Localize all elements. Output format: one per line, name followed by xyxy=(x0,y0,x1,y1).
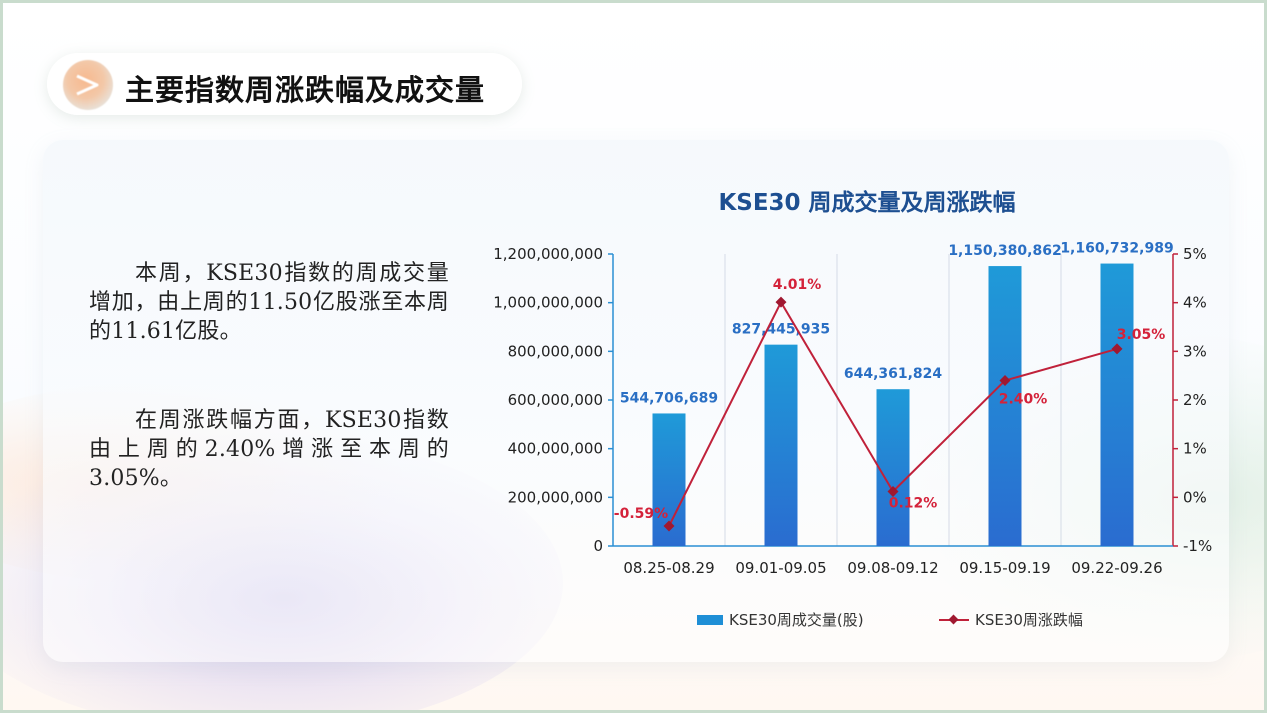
bar-data-label: 827,445,935 xyxy=(732,322,830,338)
bar xyxy=(988,266,1022,546)
legend-item-volume: KSE30周成交量(股) xyxy=(697,609,864,630)
bar-data-label: 1,160,732,989 xyxy=(1060,241,1173,257)
legend-label-change: KSE30周涨跌幅 xyxy=(975,611,1083,629)
y-right-tick-label: 3% xyxy=(1183,342,1207,360)
combo-chart: KSE30 周成交量及周涨跌幅 0 200,000,000 400,000,000 60… xyxy=(493,189,1212,577)
y-left-tick-label: 1,000,000,000 xyxy=(493,294,603,312)
y-left-tick-label: 800,000,000 xyxy=(508,342,603,360)
bar-data-label: 544,706,689 xyxy=(620,390,718,406)
title-pill xyxy=(47,53,522,115)
chart-title: KSE30 周成交量及周涨跌幅 xyxy=(718,189,1015,216)
y-left-tick-label: 400,000,000 xyxy=(508,440,603,458)
x-tick-label: 09.01-09.05 xyxy=(735,559,826,577)
y-right-tick-label: 0% xyxy=(1183,488,1207,506)
paragraph-volume: 本周，KSE30指数的周成交量增加，由上周的11.50亿股涨至本周的11.61亿… xyxy=(89,261,449,344)
line-point xyxy=(775,296,787,308)
line-point xyxy=(663,520,675,532)
line-data-label: 0.12% xyxy=(889,495,938,511)
x-tick-label: 09.08-09.12 xyxy=(847,559,938,577)
bar xyxy=(876,389,910,546)
legend-label-volume: KSE30周成交量(股) xyxy=(729,611,864,629)
page-title: 主要指数周涨跌幅及成交量 xyxy=(125,73,486,107)
y-left-tick-label: 1,200,000,000 xyxy=(493,245,603,263)
y-right-tick-label: 1% xyxy=(1183,440,1207,458)
y-right-tick-label: 2% xyxy=(1183,391,1207,409)
legend-item-change: KSE30周涨跌幅 xyxy=(939,609,1083,630)
bar-data-label: 644,361,824 xyxy=(844,366,943,382)
y-right-tick-label: 4% xyxy=(1183,294,1207,312)
legend-swatch-bar xyxy=(697,614,723,625)
line-point xyxy=(1111,343,1123,355)
x-tick-label: 08.25-08.29 xyxy=(623,559,714,577)
content-card xyxy=(43,140,1229,662)
paragraph-change: 在周涨跌幅方面，KSE30指数由上周的2.40%增涨至本周的3.05%。 xyxy=(89,408,449,491)
y-left-tick-label: 200,000,000 xyxy=(508,488,603,506)
line-point xyxy=(887,485,899,497)
chevron-right-icon xyxy=(63,60,113,110)
line-data-label: 2.40% xyxy=(999,392,1048,408)
x-tick-label: 09.22-09.26 xyxy=(1071,559,1162,577)
bar xyxy=(1100,263,1134,546)
line-data-label: 4.01% xyxy=(773,277,822,293)
x-tick-label: 09.15-09.19 xyxy=(959,559,1050,577)
y-left-tick-label: 600,000,000 xyxy=(508,391,603,409)
bar-data-label: 1,150,380,862 xyxy=(948,243,1061,259)
line-point xyxy=(999,375,1011,387)
line-data-label: 3.05% xyxy=(1117,327,1166,343)
legend-swatch-line xyxy=(939,614,969,626)
y-right-tick-label: 5% xyxy=(1183,245,1207,263)
y-right-tick-label: -1% xyxy=(1183,537,1212,555)
bar xyxy=(764,344,798,546)
y-left-tick-label: 0 xyxy=(593,537,603,555)
line-data-label: -0.59% xyxy=(614,506,668,522)
